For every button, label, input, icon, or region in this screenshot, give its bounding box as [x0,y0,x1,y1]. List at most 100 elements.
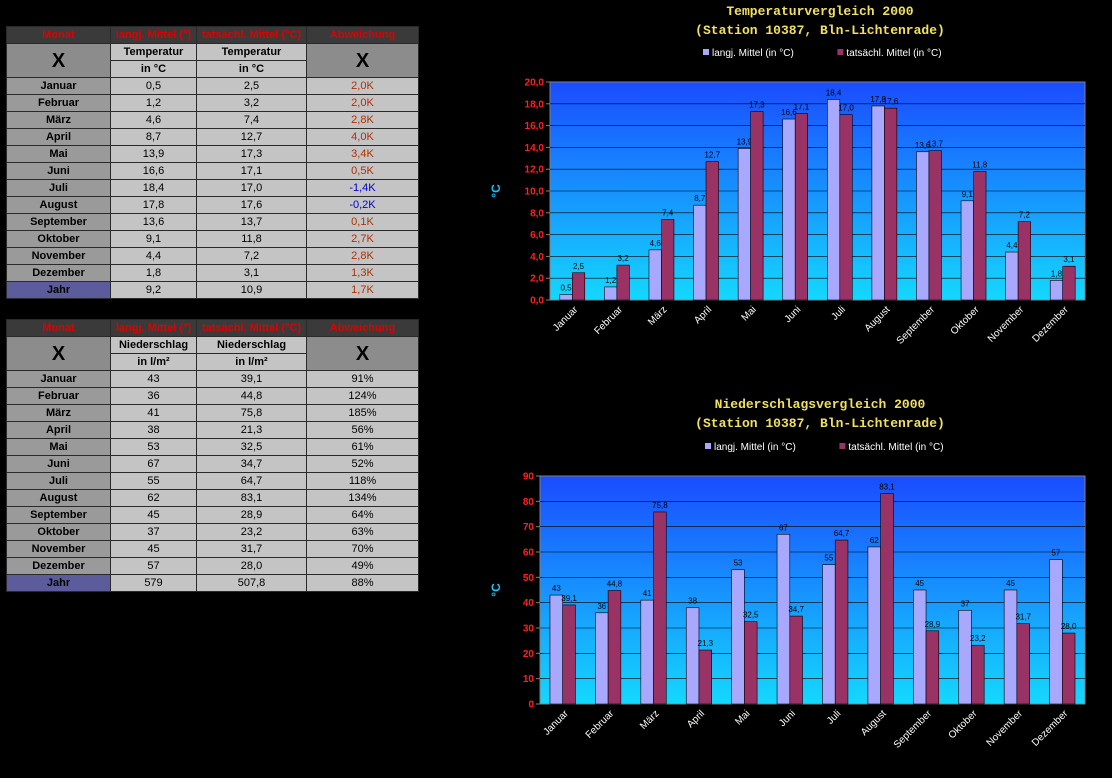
data-label: 43 [552,584,561,593]
data-label: 16,6 [781,108,797,117]
table-row: April 8,7 12,7 4,0K [6,128,419,146]
x-tick-label: Januar [551,304,581,334]
bar-long-term [1003,589,1018,705]
bar-long-term [685,607,700,705]
x-tick-label: Mai [733,708,752,727]
y-tick-label: 6,0 [530,230,544,241]
bar-long-term [960,200,974,301]
precipitation-table: Monat langj. Mittel (°) tatsächl. Mittel (… [6,319,419,592]
x-tick-label: April [692,304,714,326]
column-header: langj. Mittel (°) [110,26,197,44]
y-tick-label: 30 [523,624,535,635]
actual-cell: 17,1 [196,162,307,180]
data-label: 18,4 [826,88,842,97]
bar-actual [1061,632,1076,705]
actual-cell: 28,9 [196,506,307,524]
long-term-cell: 0,5 [110,77,197,95]
data-label: 12,7 [704,151,720,160]
table-row: Mai 13,9 17,3 3,4K [6,145,419,163]
legend-entry: tatsächl. Mittel (in °C) [846,48,941,59]
unit-row: X Temperatur Temperatur X [6,43,419,78]
column-header: Abweichung [306,26,419,44]
month-cell: August [6,489,111,507]
x-tick-label: September [895,304,938,347]
data-label: 75,8 [652,501,668,510]
bar-actual [839,114,853,301]
month-cell: November [6,247,111,265]
unit-row: X Niederschlag Niederschlag X [6,336,419,371]
long-term-cell: 8,7 [110,128,197,146]
month-cell: Mai [6,145,111,163]
long-term-cell: 36 [110,387,197,405]
month-cell: Juni [6,162,111,180]
data-label: 3,1 [1063,255,1075,264]
long-term-cell: 55 [110,472,197,490]
actual-cell: 10,9 [196,281,307,299]
deviation-cell: 61% [306,438,419,456]
long-term-cell: 4,4 [110,247,197,265]
x-tick-label: März [646,304,670,328]
deviation-cell: 3,4K [306,145,419,163]
table-row: Juni 16,6 17,1 0,5K [6,162,419,180]
data-label: 38 [688,597,697,606]
x-tick-label: Dezember [1030,304,1071,345]
bar-long-term [776,533,791,705]
x-tick-label: Juni [777,708,798,729]
long-term-cell: 17,8 [110,196,197,214]
table-row: Mai 53 32,5 61% [6,438,419,456]
column-header: Monat [6,319,111,337]
header-row: Monat langj. Mittel (°) tatsächl. Mittel (… [6,319,419,337]
x-tick-label: Juli [825,708,843,726]
legend-entry: tatsächl. Mittel (in °C) [848,442,943,453]
precipitation-chart-heading: Niederschlagsvergleich 2000 (Station 103… [570,395,1070,433]
x-tick-label: Juli [830,304,848,322]
data-label: 13,7 [927,140,943,149]
unit-label: in °C [196,60,307,78]
y-axis-label: °C [489,184,503,198]
bar-actual [653,511,667,705]
long-term-cell: 13,6 [110,213,197,231]
long-term-cell: 41 [110,404,197,422]
column-header: tatsächl. Mittel (°C) [196,319,307,337]
month-cell: Februar [6,94,111,112]
month-cell: Januar [6,370,111,388]
month-cell: Januar [6,77,111,95]
bar-long-term [822,564,836,705]
data-label: 37 [961,599,970,608]
month-cell: Mai [6,438,111,456]
data-label: 4,6 [650,239,662,248]
unit-row: in °C in °C [7,60,419,78]
data-label: 83,1 [879,482,895,491]
deviation-cell: 64% [306,506,419,524]
temperature-table: Monat langj. Mittel (°) tatsächl. Mittel (… [6,26,419,299]
bar-long-term [737,148,751,301]
bar-long-term [827,99,841,301]
month-cell: Dezember [6,557,111,575]
data-label: 4,4 [1006,241,1018,250]
x-tick-label: Oktober [947,708,980,741]
month-cell: März [6,111,111,129]
unit-label: Niederschlag [110,336,197,354]
actual-cell: 28,0 [196,557,307,575]
temperature-chart-heading: Temperaturvergleich 2000 (Station 10387,… [560,2,1080,40]
bar-actual [884,107,898,301]
temperature-chart: langj. Mittel (in °C) tatsächl. Mittel (i… [489,48,1086,347]
bar-actual [744,621,758,705]
table-row: August 62 83,1 134% [6,489,419,507]
table-row: März 41 75,8 185% [6,404,419,422]
month-cell: April [6,421,111,439]
y-tick-label: 40 [523,598,535,609]
month-cell: Juni [6,455,111,473]
unit-label: Temperatur [110,43,197,61]
actual-cell: 12,7 [196,128,307,146]
table-row: Februar 1,2 3,2 2,0K [6,94,419,112]
actual-cell: 64,7 [196,472,307,490]
data-label: 2,5 [573,262,585,271]
bar-actual [834,539,849,705]
long-term-cell: 9,2 [110,281,197,299]
unit-label: in °C [110,60,197,78]
deviation-cell: -1,4K [306,179,419,197]
chart-title: Temperaturvergleich 2000 [726,4,914,19]
deviation-cell: 63% [306,523,419,541]
bar-actual [928,150,942,301]
